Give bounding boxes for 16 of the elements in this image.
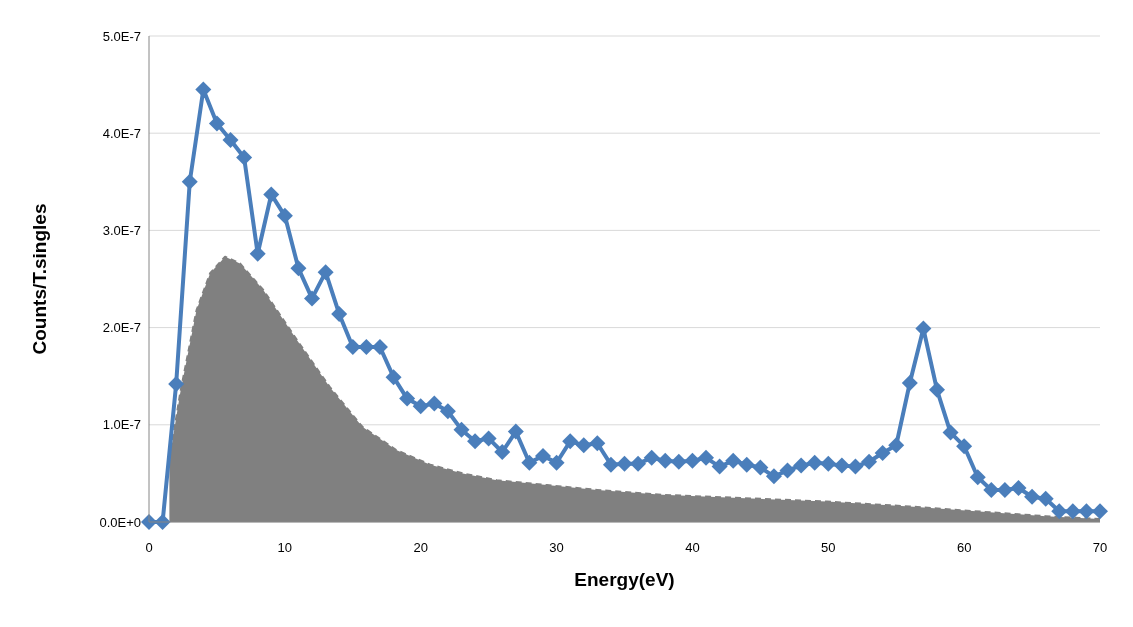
x-tick-label: 50 bbox=[821, 540, 836, 555]
y-tick-label: 3.0E-7 bbox=[102, 222, 141, 238]
y-tick-label: 4.0E-7 bbox=[102, 125, 141, 141]
x-tick-label: 0 bbox=[145, 540, 153, 555]
x-tick-label: 20 bbox=[413, 540, 428, 555]
x-axis-title: Energy(eV) bbox=[574, 569, 675, 590]
y-axis-title: Counts/T.singles bbox=[29, 203, 50, 355]
x-tick-label: 40 bbox=[685, 540, 700, 555]
x-tick-label: 70 bbox=[1092, 540, 1108, 555]
y-tick-label: 5.0E-7 bbox=[102, 28, 141, 44]
x-tick-label: 60 bbox=[956, 540, 972, 555]
y-tick-label: 1.0E-7 bbox=[102, 417, 141, 433]
y-tick-label: 0.0E+0 bbox=[99, 514, 141, 530]
x-tick-label: 30 bbox=[549, 540, 564, 555]
y-tick-label: 2.0E-7 bbox=[102, 320, 141, 336]
x-tick-label: 10 bbox=[277, 540, 293, 555]
